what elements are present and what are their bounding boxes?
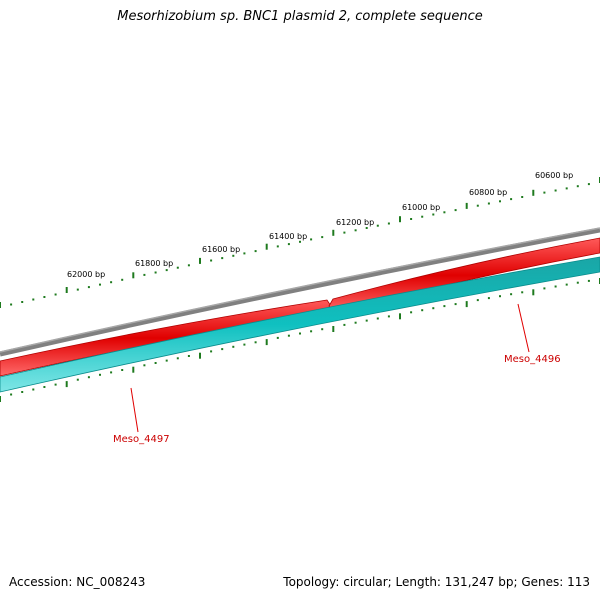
gene-labels: Meso_4496 Meso_4497 — [113, 303, 561, 445]
gene-label-meso-4496[interactable]: Meso_4496 — [504, 354, 561, 365]
sequence-summary: Topology: circular; Length: 131,247 bp; … — [283, 575, 590, 589]
ruler-label-61000: 61000 bp — [402, 203, 440, 212]
ruler-label-62000: 62000 bp — [67, 270, 105, 279]
map-title: Mesorhizobium sp. BNC1 plasmid 2, comple… — [117, 9, 483, 24]
gene-arrow-cyan[interactable] — [0, 256, 600, 393]
ruler-label-61400: 61400 bp — [269, 232, 307, 241]
sequence-ruler-outer — [0, 177, 600, 308]
plasmid-backbone — [0, 227, 600, 357]
gene-label-meso-4497[interactable]: Meso_4497 — [113, 434, 170, 445]
leader-line-meso-4496 — [517, 303, 530, 353]
reverse-gene-track — [0, 256, 600, 393]
ruler-labels: 62000 bp 61800 bp 61600 bp 61400 bp 6120… — [67, 171, 573, 279]
ruler-label-61800: 61800 bp — [135, 259, 173, 268]
ruler-label-61200: 61200 bp — [336, 218, 374, 227]
accession-label: Accession: NC_008243 — [9, 575, 146, 589]
ruler-label-61600: 61600 bp — [202, 245, 240, 254]
ruler-label-60800: 60800 bp — [469, 188, 507, 197]
sequence-ruler-inner — [0, 278, 600, 402]
gene-arrow-meso-4497-forward[interactable] — [0, 299, 332, 377]
leader-line-meso-4497 — [130, 387, 139, 433]
ruler-label-60600: 60600 bp — [535, 171, 573, 180]
